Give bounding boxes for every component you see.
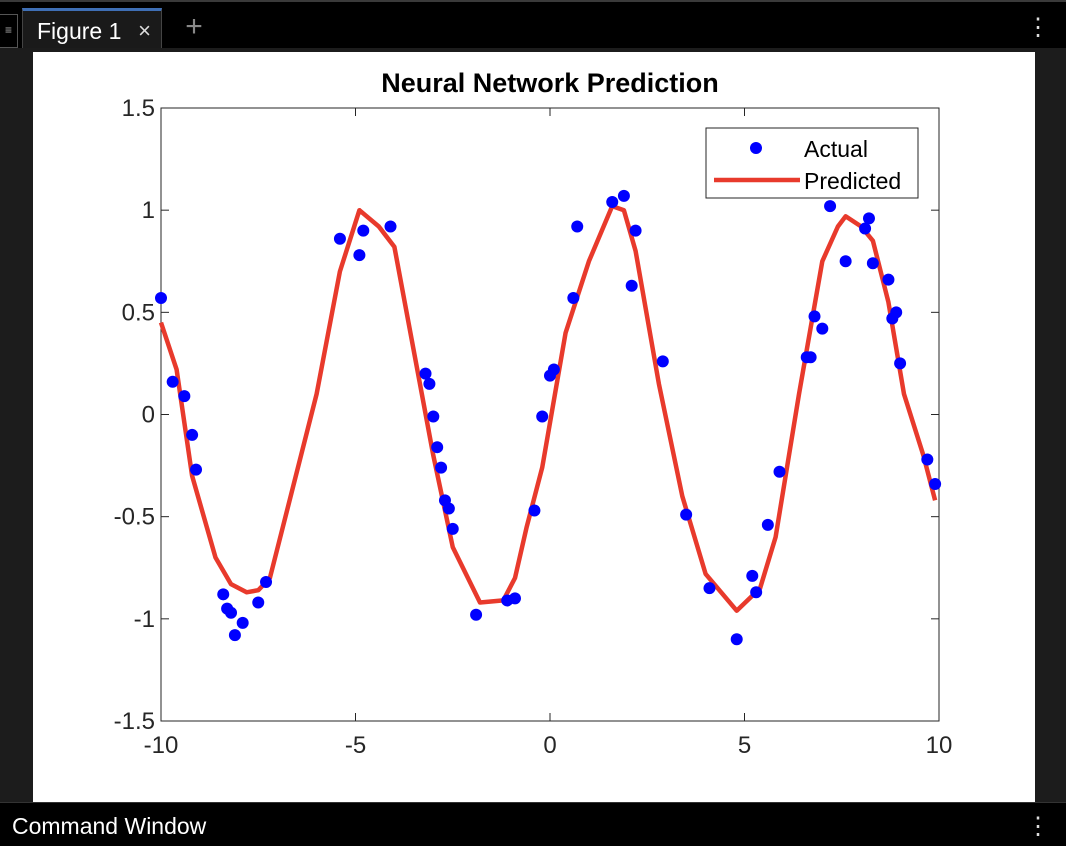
- y-tick-label: -0.5: [114, 504, 155, 531]
- y-tick-label: 0.5: [122, 299, 155, 326]
- actual-point: [353, 249, 366, 262]
- command-window-title: Command Window: [12, 813, 207, 839]
- actual-point: [190, 463, 203, 476]
- actual-point: [862, 212, 875, 225]
- actual-point: [446, 522, 459, 535]
- actual-point: [730, 633, 743, 646]
- actual-point: [508, 592, 521, 605]
- figure-tab-bar: ≡ Figure 1 × + ⋮: [0, 0, 1066, 50]
- panel-menu-handle[interactable]: ≡: [0, 14, 18, 48]
- actual-point: [839, 255, 852, 268]
- tab-label: Figure 1: [37, 18, 122, 44]
- y-tick-label: 1: [142, 197, 155, 224]
- actual-point: [750, 586, 763, 599]
- y-tick-label: -1.5: [114, 708, 155, 735]
- actual-point: [629, 224, 642, 237]
- actual-point: [656, 355, 669, 368]
- actual-point: [186, 428, 199, 441]
- actual-point: [894, 357, 907, 370]
- actual-point: [824, 200, 837, 213]
- command-window-bar[interactable]: Command Window ⋮: [0, 802, 1066, 846]
- actual-point: [761, 518, 774, 531]
- actual-point: [384, 220, 397, 233]
- x-tick-label: -10: [144, 732, 179, 759]
- actual-point: [773, 465, 786, 478]
- y-tick-label: 0: [142, 402, 155, 429]
- actual-point: [571, 220, 584, 233]
- axes: -10 -5 0 5 10 1.5 1 0.5 0 -0.5 -1 -1.5: [114, 95, 953, 759]
- actual-point: [808, 310, 821, 323]
- chart: Neural Network Prediction -10 -5 0 5 101.510…: [114, 68, 953, 759]
- actual-point: [236, 616, 249, 629]
- actual-point: [217, 588, 230, 601]
- actual-point: [680, 508, 693, 521]
- actual-point: [431, 441, 444, 454]
- y-tick-label: 1.5: [122, 95, 155, 122]
- add-tab-icon[interactable]: +: [185, 10, 203, 43]
- legend-label-actual: Actual: [804, 136, 868, 162]
- actual-point: [260, 576, 273, 589]
- actual-point: [419, 367, 432, 380]
- tab-figure-1[interactable]: Figure 1 ×: [22, 8, 162, 50]
- actual-point: [929, 477, 942, 490]
- actual-point: [333, 232, 346, 245]
- predicted-line: [158, 203, 938, 613]
- legend-actual-marker: [750, 142, 762, 154]
- actual-point: [178, 390, 191, 403]
- actual-point: [357, 224, 370, 237]
- actual-point: [166, 375, 179, 388]
- actual-point: [921, 453, 934, 466]
- x-tick-label: 5: [738, 732, 751, 759]
- actual-point: [890, 306, 903, 319]
- actual-point: [606, 195, 619, 208]
- actual-point: [882, 273, 895, 286]
- x-tick-label: 10: [926, 732, 953, 759]
- actual-point: [804, 351, 817, 364]
- actual-point: [225, 606, 238, 619]
- close-icon[interactable]: ×: [138, 18, 151, 43]
- actual-point: [859, 222, 872, 235]
- actual-point: [866, 257, 879, 270]
- x-tick-label: -5: [345, 732, 366, 759]
- x-tick-label: 0: [543, 732, 556, 759]
- actual-point: [617, 189, 630, 202]
- actual-point: [442, 502, 455, 515]
- actual-point: [816, 322, 829, 335]
- actual-point: [625, 279, 638, 292]
- predicted-series: [158, 203, 938, 613]
- command-window-menu-icon[interactable]: ⋮: [1026, 813, 1050, 840]
- figure-area: Neural Network Prediction -10 -5 0 5 10 1.5 1 0…: [0, 48, 1066, 802]
- actual-point: [427, 410, 440, 423]
- legend-label-predicted: Predicted: [804, 168, 901, 194]
- actual-point: [703, 582, 716, 595]
- actual-point: [536, 410, 549, 423]
- actual-point: [470, 608, 483, 621]
- actual-point: [435, 461, 448, 474]
- actual-series: [155, 189, 942, 646]
- legend[interactable]: Actual Predicted: [705, 127, 919, 199]
- figure-menu-icon[interactable]: ⋮: [1026, 14, 1050, 41]
- legend-box: [705, 127, 919, 199]
- actual-point: [155, 292, 167, 305]
- y-tick-label: -1: [134, 606, 155, 633]
- figure-canvas: Neural Network Prediction -10 -5 0 5 10 1.5 1 0…: [33, 52, 1035, 802]
- actual-point: [252, 596, 265, 609]
- actual-point: [228, 629, 241, 642]
- actual-point: [567, 292, 580, 305]
- actual-point: [528, 504, 541, 517]
- actual-point: [547, 363, 560, 376]
- actual-point: [746, 569, 759, 582]
- actual-point: [423, 377, 436, 390]
- chart-title: Neural Network Prediction: [381, 68, 719, 98]
